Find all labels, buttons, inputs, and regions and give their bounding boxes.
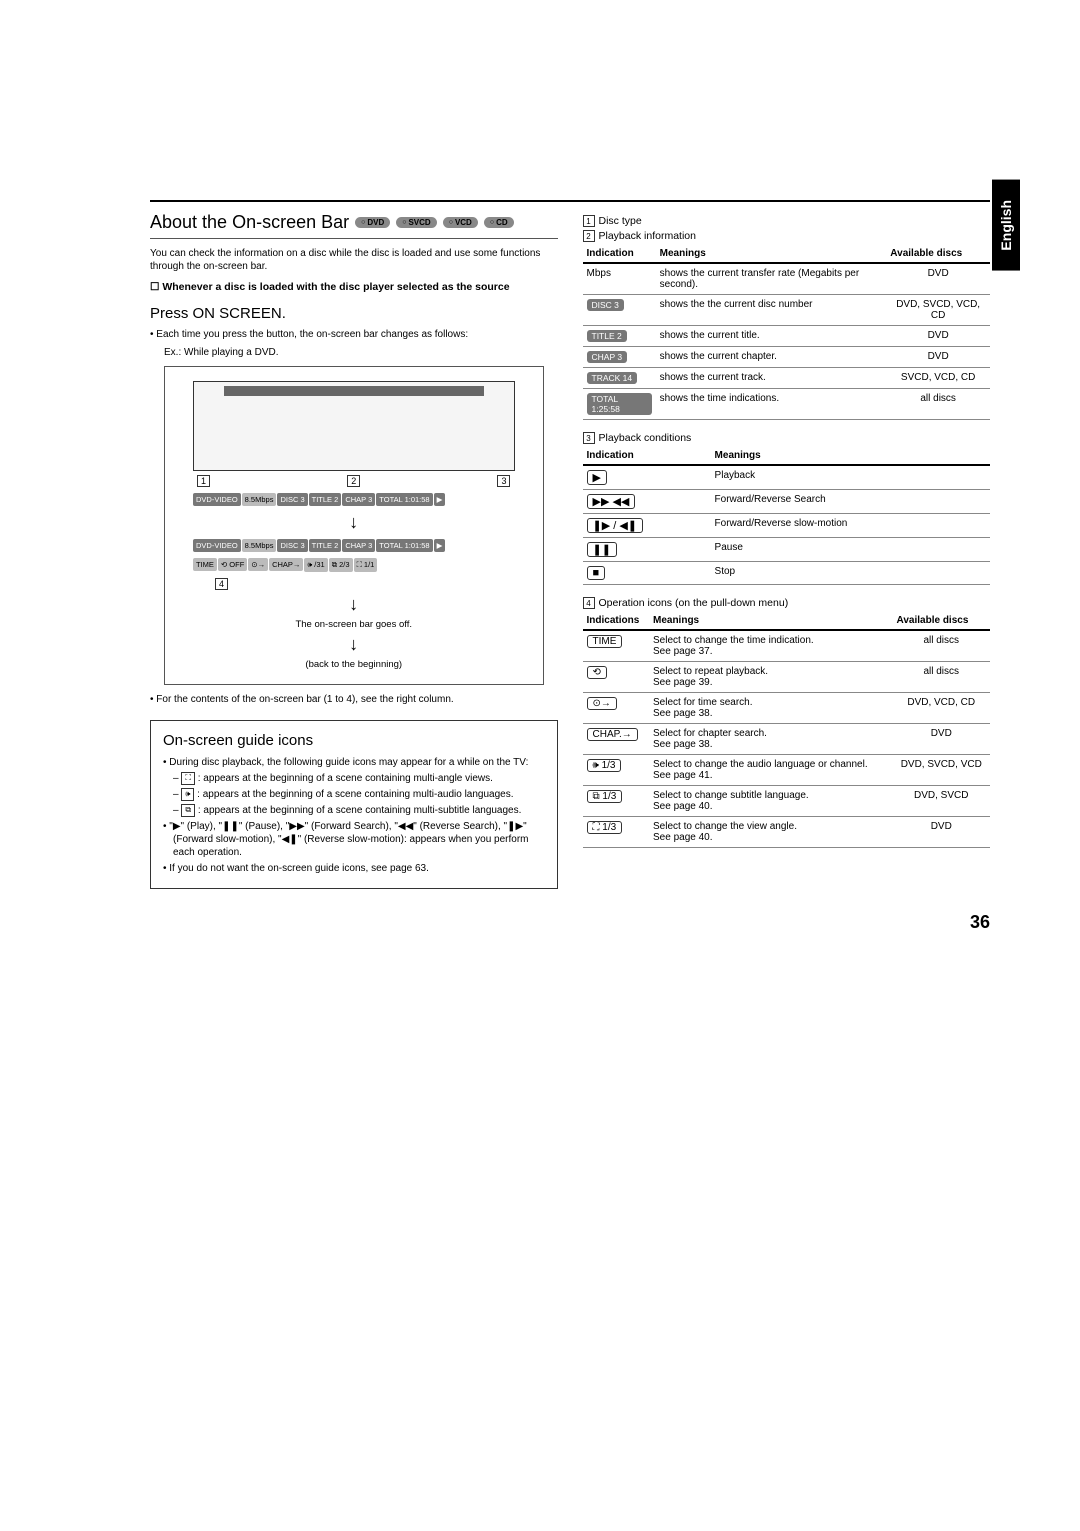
condition-line: Whenever a disc is loaded with the disc … [150,281,558,295]
table-row: ⟲Select to repeat playback. See page 39.… [583,662,991,693]
arrow-2: ↓ [173,594,535,615]
audio-icon: 🕪 [181,788,194,800]
callout-4: 4 [215,578,228,590]
press-note: Each time you press the button, the on-s… [160,328,558,341]
table-row: ▶▶ ◀◀Forward/Reverse Search [583,490,991,514]
section-3: 3Playback conditions [583,432,991,444]
goes-off-caption: The on-screen bar goes off. [173,619,535,630]
guide-title: On-screen guide icons [163,731,545,751]
guide-item-subtitle: ⧉ : appears at the beginning of a scene … [185,804,545,817]
left-column: About the On-screen Bar DVD SVCD VCD CD … [150,212,558,903]
osd-bar-1: DVD-VIDEO 8.5Mbps DISC 3 TITLE 2 CHAP 3 … [193,493,515,506]
table-row: TIMESelect to change the time indication… [583,630,991,662]
arrow-3: ↓ [173,634,535,655]
guide-item-audio: 🕪 : appears at the beginning of a scene … [185,788,545,801]
table-row: CHAP 3shows the current chapter.DVD [583,347,991,368]
guide-intro: During disc playback, the following guid… [173,756,545,769]
press-heading: Press ON SCREEN. [150,305,558,322]
badge-vcd: VCD [443,217,478,228]
table-row: 🕪 1/3Select to change the audio language… [583,755,991,786]
osd-bar-2a: DVD-VIDEO 8.5Mbps DISC 3 TITLE 2 CHAP 3 … [193,539,515,552]
table-row: ⊙→Select for time search. See page 38.DV… [583,693,991,724]
tv-box [193,381,515,471]
playback-info-table: Indication Meanings Available discs Mbps… [583,245,991,420]
table-row: ❚❚Pause [583,538,991,562]
intro-text: You can check the information on a disc … [150,247,558,273]
angle-icon: ⛶ [181,772,195,784]
osd-diagram: 1 2 3 DVD-VIDEO 8.5Mbps DISC 3 TITLE 2 C… [164,366,544,685]
table-row: ▶Playback [583,465,991,490]
guide-playback-line: "▶" (Play), "❚❚" (Pause), "▶▶" (Forward … [173,820,545,859]
badge-svcd: SVCD [396,217,436,228]
table-row: ■Stop [583,562,991,585]
contents-note: For the contents of the on-screen bar (1… [160,693,558,706]
table-row: DISC 3shows the the current disc numberD… [583,295,991,326]
table-row: TITLE 2shows the current title.DVD [583,326,991,347]
language-tab: English [992,180,1020,271]
section-4: 4Operation icons (on the pull-down menu) [583,597,991,609]
playback-conditions-table: Indication Meanings ▶Playback▶▶ ◀◀Forwar… [583,447,991,585]
table-row: CHAP.→Select for chapter search. See pag… [583,724,991,755]
right-column: 1Disc type 2Playback information Indicat… [583,212,991,903]
badge-dvd: DVD [355,217,390,228]
about-title: About the On-screen Bar [150,212,349,233]
section-2: 2Playback information [583,230,991,242]
guide-box: On-screen guide icons During disc playba… [150,720,558,890]
section-1: 1Disc type [583,215,991,227]
arrow-1: ↓ [173,512,535,533]
callout-1: 1 [197,475,210,487]
table-row: TOTAL 1:25:58shows the time indications.… [583,389,991,420]
back-caption: (back to the beginning) [173,659,535,670]
subtitle-icon: ⧉ [181,804,195,816]
osd-bar-2b: TIME ⟲ OFF ⊙→ CHAP→ 🕪 /31 ⧉ 2/3 ⛶ 1/1 [193,558,515,572]
callout-2: 2 [347,475,360,487]
callout-3: 3 [497,475,510,487]
table-row: ❚▶ / ◀❚Forward/Reverse slow-motion [583,514,991,538]
guide-nowant: If you do not want the on-screen guide i… [173,862,545,875]
table-row: TRACK 14shows the current track.SVCD, VC… [583,368,991,389]
table-row: Mbpsshows the current transfer rate (Meg… [583,263,991,295]
about-header: About the On-screen Bar DVD SVCD VCD CD [150,212,558,239]
page-number: 36 [970,912,990,933]
badge-cd: CD [484,217,514,228]
example-line: Ex.: While playing a DVD. [164,347,558,358]
operation-icons-table: Indications Meanings Available discs TIM… [583,612,991,848]
table-row: ⧉ 1/3Select to change subtitle language.… [583,786,991,817]
top-rule [150,200,990,202]
table-row: ⛶ 1/3Select to change the view angle. Se… [583,817,991,848]
guide-item-angle: ⛶ : appears at the beginning of a scene … [185,772,545,785]
